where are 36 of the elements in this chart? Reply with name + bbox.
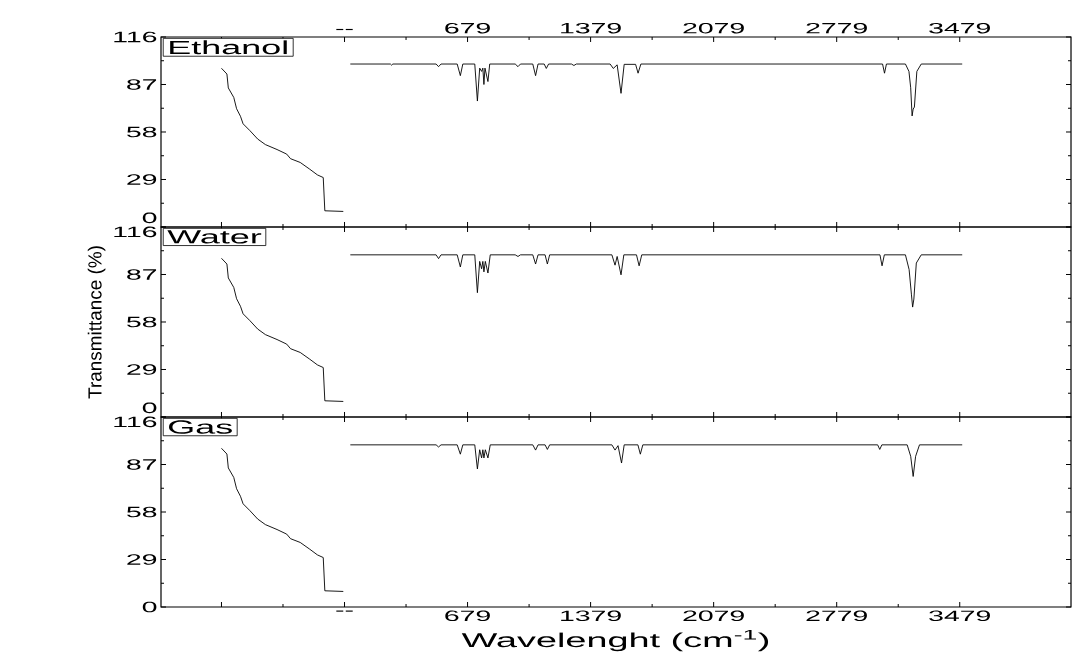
chart-title: Ethanol: [170, 40, 287, 55]
line-series: [349, 63, 963, 117]
y-tick-label: 116: [114, 31, 157, 43]
y-tick-label: 0: [142, 402, 157, 414]
y-tick-label: 116: [114, 416, 157, 428]
y-axis-title: Transmittance (%): [87, 246, 106, 399]
y-tick-label: 58: [127, 316, 157, 328]
y-tick-label: 87: [127, 459, 157, 470]
x-axis-title: Wavelenght (cm$^{-1}$): [461, 629, 769, 652]
x2-tick-label: 679: [445, 22, 490, 34]
x2-tick-label: 2779: [806, 22, 867, 34]
x-tick-label: --: [336, 610, 353, 612]
x2-tick-label: 3479: [929, 22, 990, 34]
y-tick-label: 87: [127, 79, 157, 90]
x-tick-label: 2079: [683, 610, 744, 622]
x-tick-label: 1379: [561, 610, 621, 622]
y-tick-label: 58: [127, 126, 157, 138]
x-tick-label: 3479: [929, 610, 990, 622]
line-series: [221, 67, 344, 212]
y-tick-label: 0: [142, 601, 157, 613]
y-tick-label: 0: [142, 212, 157, 224]
line-series: [349, 444, 963, 477]
x2-tick-label: 1379: [561, 22, 621, 34]
x-tick-label: 679: [445, 610, 490, 622]
y-tick-label: 29: [127, 554, 157, 565]
x2-tick-label: 2079: [683, 22, 744, 34]
y-tick-label: 29: [127, 364, 157, 375]
y-tick-label: 87: [127, 269, 157, 280]
chart-title: Water: [167, 230, 262, 244]
y-tick-label: 58: [127, 506, 157, 518]
x-tick-label: 2779: [806, 610, 867, 622]
y-tick-label: 116: [114, 226, 157, 238]
x2-tick-label: --: [336, 28, 353, 31]
chart-title: Gas: [169, 420, 232, 434]
y-tick-label: 29: [127, 174, 157, 185]
line-series: [221, 447, 344, 592]
